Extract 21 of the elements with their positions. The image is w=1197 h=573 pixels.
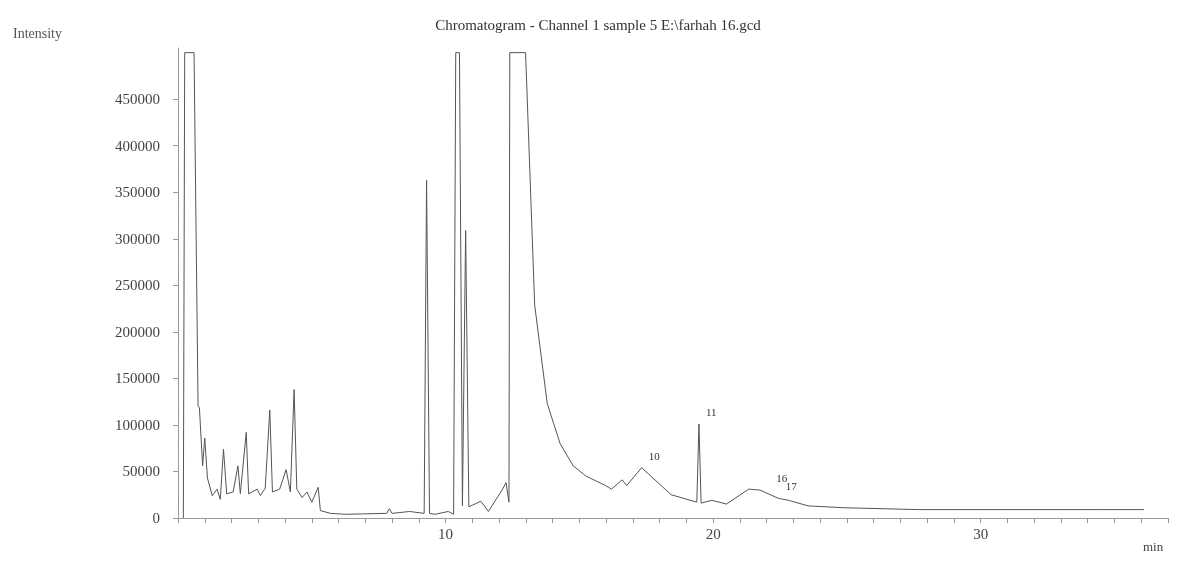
- annotation: 17: [785, 480, 798, 493]
- y-tick-label: 400000: [115, 137, 160, 154]
- x-tick-label: 30: [973, 525, 989, 542]
- x-tick-label: 20: [705, 525, 721, 542]
- chart-title: Chromatogram - Channel 1 sample 5 E:\farhah 16.gcd: [435, 16, 762, 33]
- y-tick-label: 300000: [115, 230, 160, 247]
- y-tick-label: 350000: [115, 184, 160, 201]
- y-tick-label: 450000: [115, 91, 160, 108]
- y-tick-label: 200000: [115, 323, 160, 340]
- x-axis-title: min: [1143, 539, 1164, 554]
- y-tick-label: 50000: [122, 463, 160, 480]
- y-axis-title: Intensity: [13, 25, 62, 41]
- y-tick-label: 100000: [115, 416, 160, 433]
- x-tick-label: 10: [438, 525, 454, 542]
- y-tick-label: 250000: [115, 277, 160, 294]
- annotation: 10: [648, 449, 661, 462]
- y-tick-label: 0: [152, 510, 160, 526]
- annotation: 16: [776, 472, 788, 485]
- line-series: [182, 52, 1145, 519]
- annotation: 11: [705, 406, 717, 418]
- y-tick-label: 150000: [115, 370, 160, 387]
